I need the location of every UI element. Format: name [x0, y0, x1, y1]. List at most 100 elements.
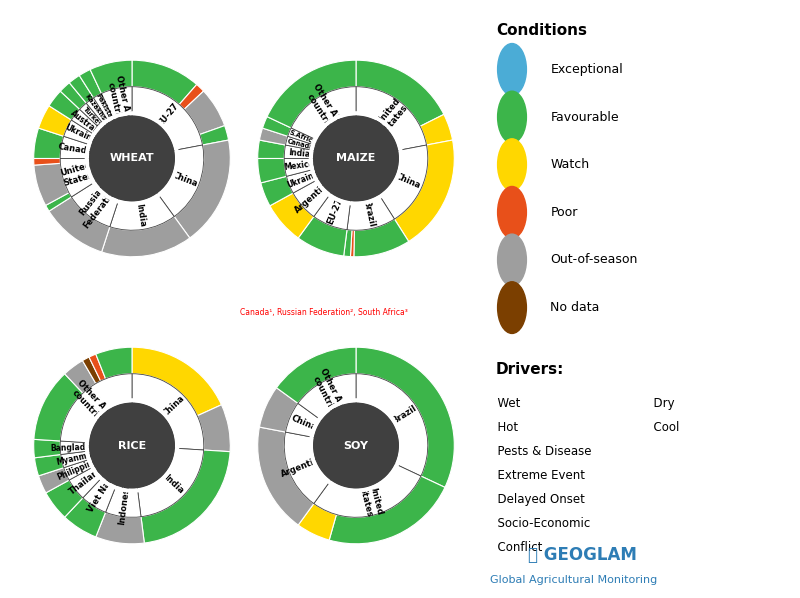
- Wedge shape: [284, 145, 314, 158]
- Wedge shape: [96, 347, 132, 379]
- Wedge shape: [198, 405, 230, 451]
- Text: Australia: Australia: [69, 108, 105, 139]
- Text: United
States: United States: [59, 161, 95, 188]
- Text: Global Agricultural Monitoring: Global Agricultural Monitoring: [490, 575, 657, 585]
- Wedge shape: [356, 60, 444, 126]
- Wedge shape: [286, 136, 316, 151]
- Text: Drivers:: Drivers:: [496, 362, 564, 377]
- Wedge shape: [420, 114, 453, 145]
- Wedge shape: [286, 169, 319, 193]
- Text: Pests & Disease: Pests & Disease: [490, 445, 591, 458]
- Wedge shape: [61, 451, 92, 468]
- Wedge shape: [378, 145, 428, 219]
- Wedge shape: [200, 126, 229, 145]
- Wedge shape: [38, 106, 71, 136]
- Text: Socio-Economic: Socio-Economic: [490, 517, 590, 530]
- Wedge shape: [34, 163, 69, 205]
- Wedge shape: [90, 60, 132, 93]
- Wedge shape: [46, 480, 83, 517]
- Text: Canada: Canada: [286, 138, 315, 151]
- Wedge shape: [329, 476, 445, 544]
- Text: Exceptional: Exceptional: [550, 63, 623, 76]
- Text: No data: No data: [550, 301, 600, 314]
- Text: Philippines: Philippines: [56, 454, 103, 482]
- Wedge shape: [298, 216, 347, 256]
- Circle shape: [498, 187, 526, 238]
- Text: EU-27: EU-27: [156, 101, 181, 128]
- Text: Wet: Wet: [490, 396, 520, 410]
- Wedge shape: [34, 158, 61, 165]
- Text: India: India: [134, 202, 147, 227]
- Text: Other AMIS
countries: Other AMIS countries: [303, 83, 348, 138]
- Text: Ukraine: Ukraine: [63, 123, 98, 145]
- Wedge shape: [71, 181, 119, 227]
- Wedge shape: [132, 347, 222, 416]
- Wedge shape: [106, 485, 141, 517]
- Wedge shape: [64, 120, 96, 145]
- Wedge shape: [157, 145, 204, 216]
- Text: Russian
Federation: Russian Federation: [74, 177, 121, 230]
- Text: Watch: Watch: [550, 158, 590, 171]
- Wedge shape: [60, 374, 132, 443]
- Wedge shape: [347, 194, 394, 230]
- Wedge shape: [258, 158, 286, 183]
- Text: Delayed Onset: Delayed Onset: [490, 493, 585, 506]
- Wedge shape: [46, 193, 71, 211]
- Text: Conflict: Conflict: [490, 541, 542, 554]
- Wedge shape: [288, 128, 318, 145]
- Wedge shape: [138, 448, 204, 517]
- Wedge shape: [258, 140, 286, 158]
- Wedge shape: [284, 158, 315, 176]
- Wedge shape: [60, 158, 96, 197]
- Text: Other AMIS
countries: Other AMIS countries: [67, 378, 118, 430]
- Text: Cool: Cool: [646, 421, 680, 434]
- Text: Ukraine: Ukraine: [286, 169, 320, 190]
- Circle shape: [498, 282, 526, 334]
- Text: China: China: [161, 394, 186, 419]
- Text: Poor: Poor: [550, 206, 578, 219]
- Wedge shape: [356, 347, 454, 487]
- Text: RICE: RICE: [118, 441, 146, 450]
- Wedge shape: [259, 128, 288, 145]
- Wedge shape: [83, 477, 117, 512]
- Wedge shape: [356, 87, 426, 151]
- Text: Thailand: Thailand: [68, 464, 106, 496]
- Wedge shape: [179, 84, 203, 109]
- Wedge shape: [314, 193, 350, 230]
- Wedge shape: [261, 176, 293, 206]
- Circle shape: [498, 91, 526, 143]
- Wedge shape: [38, 468, 69, 493]
- Circle shape: [314, 403, 398, 488]
- Text: Argentina: Argentina: [279, 454, 326, 480]
- Circle shape: [90, 403, 174, 488]
- Wedge shape: [64, 459, 95, 480]
- Wedge shape: [80, 103, 105, 130]
- Wedge shape: [132, 60, 197, 105]
- Text: Dry: Dry: [646, 396, 675, 410]
- Text: China: China: [171, 170, 199, 188]
- Text: Out-of-season: Out-of-season: [550, 254, 638, 267]
- Wedge shape: [262, 117, 291, 136]
- Circle shape: [314, 116, 398, 201]
- Wedge shape: [267, 60, 356, 128]
- Wedge shape: [132, 374, 204, 450]
- Wedge shape: [96, 512, 144, 544]
- Text: Ⓟ GEOGLAM: Ⓟ GEOGLAM: [528, 546, 637, 564]
- Wedge shape: [82, 357, 101, 383]
- Text: Hot: Hot: [490, 421, 518, 434]
- Circle shape: [498, 44, 526, 95]
- Text: Other AMIS
countries: Other AMIS countries: [104, 75, 135, 131]
- Wedge shape: [141, 450, 230, 543]
- Wedge shape: [394, 140, 454, 242]
- Text: United
States: United States: [374, 96, 410, 133]
- Wedge shape: [314, 463, 421, 517]
- Wedge shape: [174, 140, 230, 238]
- Text: Conditions: Conditions: [496, 23, 587, 38]
- Text: United
States: United States: [357, 483, 383, 518]
- Wedge shape: [34, 440, 61, 458]
- Wedge shape: [65, 361, 96, 393]
- Wedge shape: [89, 354, 106, 381]
- Text: Indonesia: Indonesia: [118, 478, 132, 526]
- Wedge shape: [284, 432, 331, 504]
- Wedge shape: [70, 75, 94, 103]
